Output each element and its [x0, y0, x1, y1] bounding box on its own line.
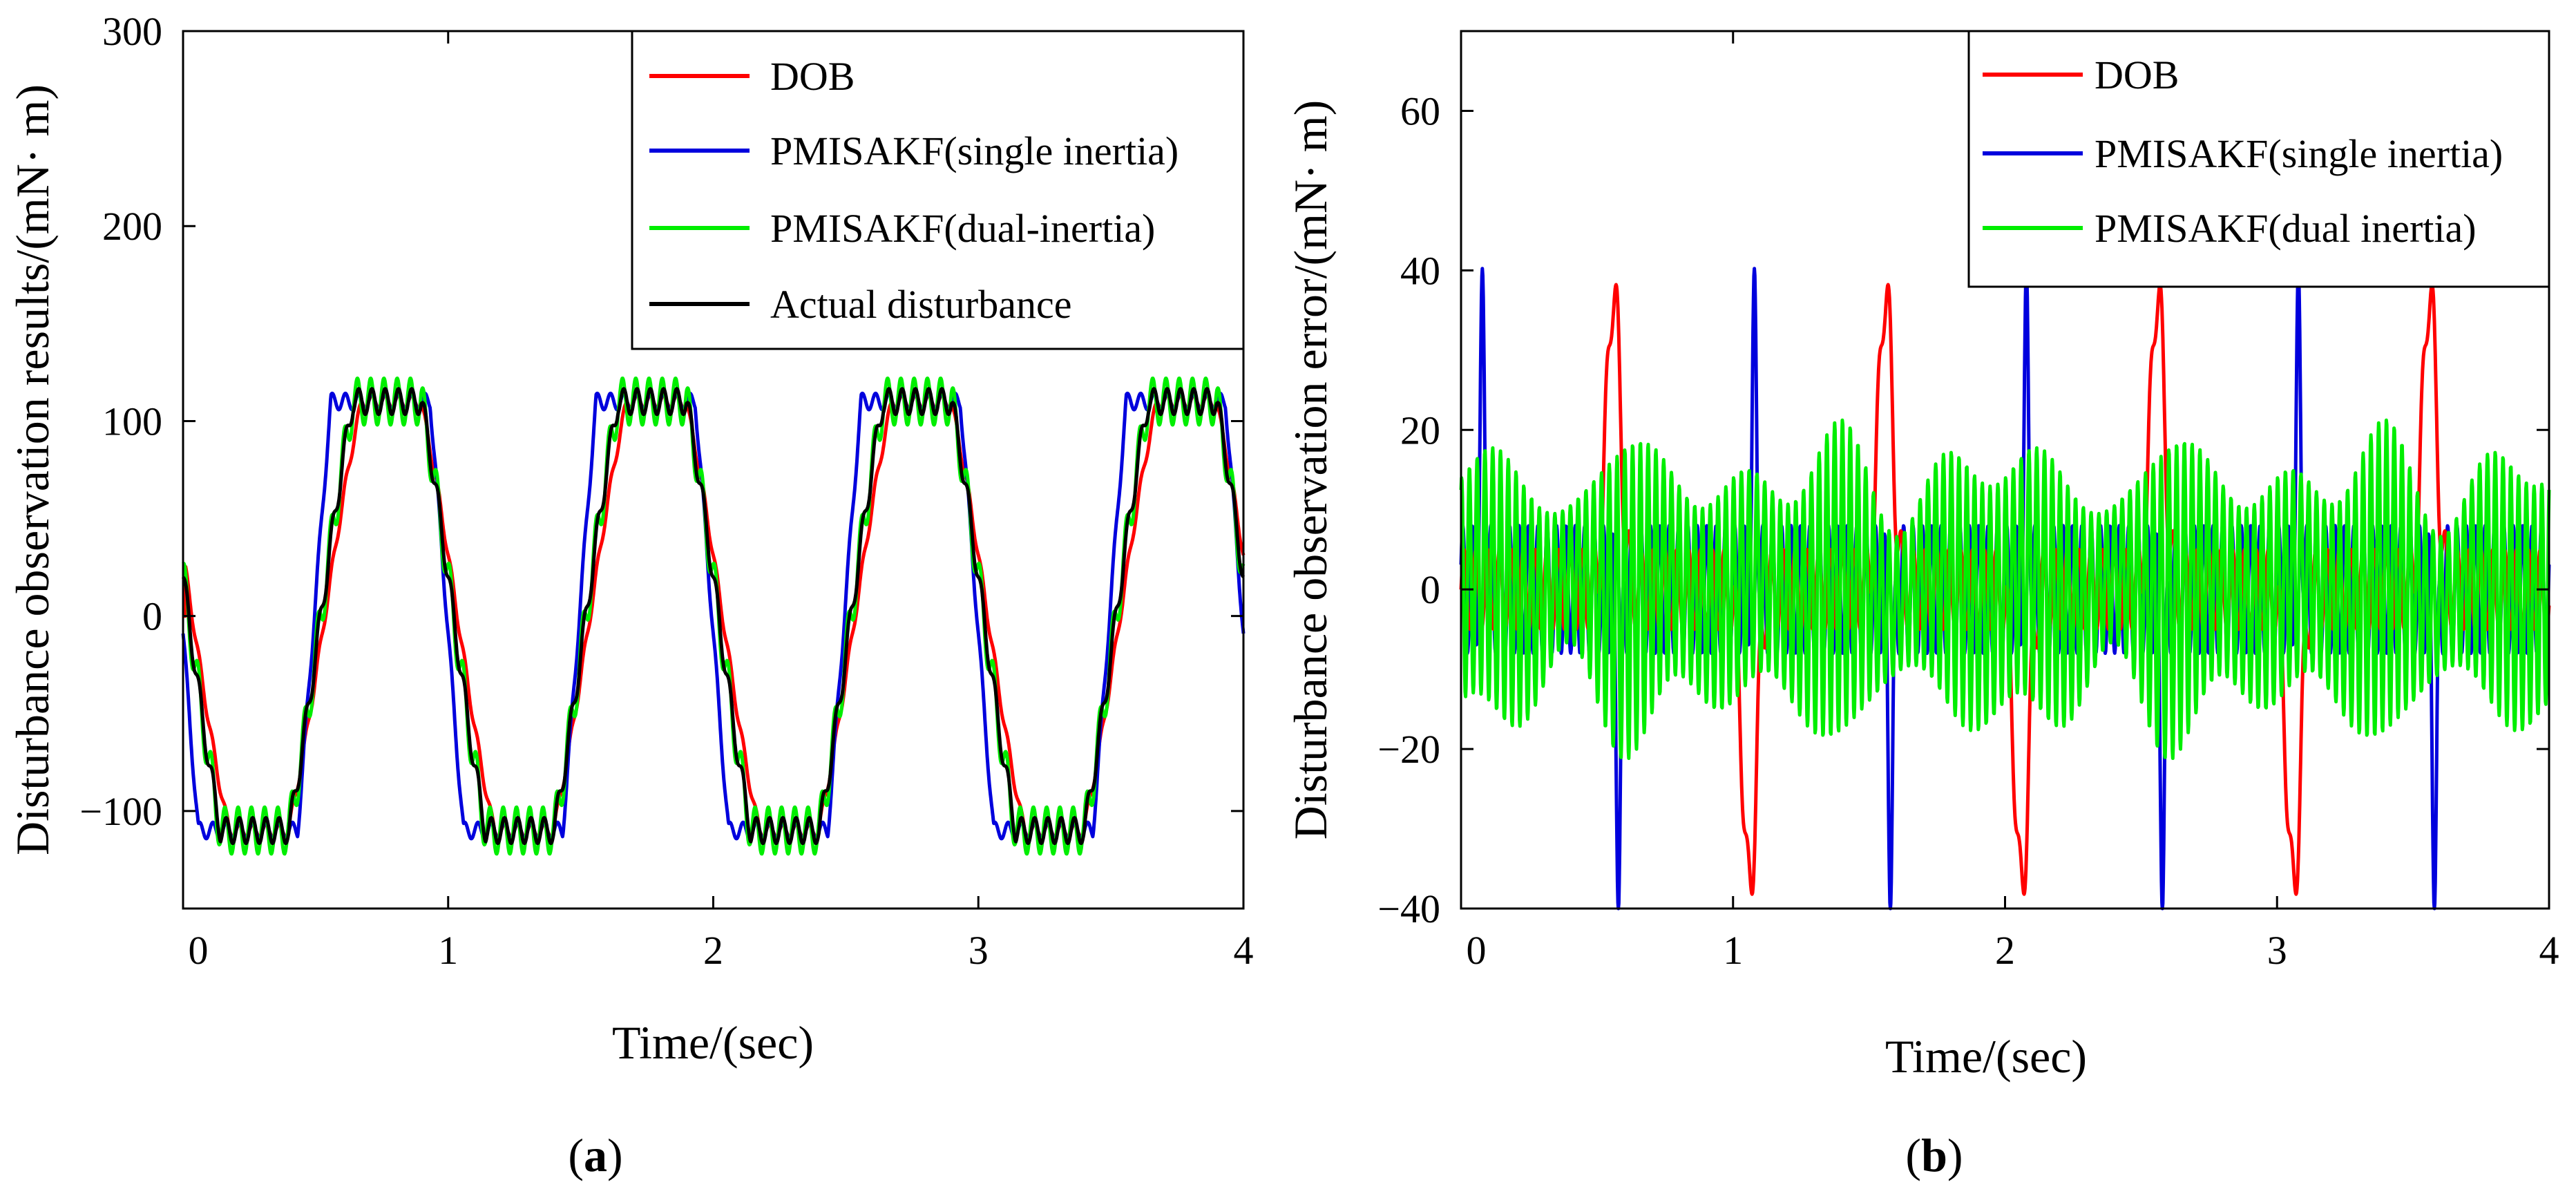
chart-a-x-tick-label: 1	[438, 928, 458, 973]
chart-b-y-tick-label: 40	[1400, 248, 1440, 293]
chart-a-panel-label: (a)	[568, 1129, 622, 1181]
chart-b-x-tick-label: 2	[1995, 928, 2015, 973]
chart-b-x-axis-label: Time/(sec)	[1885, 1030, 2087, 1083]
chart-a-legend-label-single: PMISAKF(single inertia)	[770, 129, 1179, 173]
chart-b-legend-label-dob: DOB	[2095, 53, 2179, 97]
chart-b-x-tick-label: 3	[2267, 928, 2287, 973]
chart-b-series-group	[1459, 267, 2551, 911]
chart-a-ticks: 0 1 2 3 4 −100 0 100 200 300	[79, 9, 1253, 973]
chart-b: 0 1 2 3 4 −40 −20 0 20 40 60 Time/(sec) Disturbanc…	[1284, 30, 2559, 1181]
chart-b-y-tick-label: −20	[1377, 727, 1440, 772]
chart-a-y-tick-label: −100	[79, 789, 162, 834]
chart-b-y-tick-label: 0	[1420, 567, 1440, 612]
chart-a-panel-letter: a	[584, 1129, 607, 1181]
chart-a-x-tick-label: 3	[969, 928, 989, 973]
chart-a-x-tick-label: 4	[1234, 928, 1254, 973]
chart-a-series-group	[181, 377, 1246, 856]
chart-a-x-tick-label: 0	[189, 928, 209, 973]
chart-a-x-tick-label: 2	[703, 928, 723, 973]
chart-b-panel-letter: b	[1921, 1129, 1947, 1181]
chart-a-y-tick-label: 0	[142, 594, 162, 639]
chart-a-y-tick-label: 300	[102, 9, 162, 54]
chart-b-panel-label: (b)	[1905, 1129, 1963, 1181]
chart-a-legend-label-dob: DOB	[770, 54, 855, 99]
chart-b-series-line-dual	[1459, 418, 2551, 760]
chart-b-y-tick-label: 20	[1400, 408, 1440, 453]
chart-a-legend-label-actual: Actual disturbance	[770, 282, 1071, 327]
chart-a-legend: DOB PMISAKF(single inertia) PMISAKF(dual…	[631, 30, 1245, 350]
chart-b-x-tick-label: 1	[1723, 928, 1743, 973]
chart-b-y-tick-label: −40	[1377, 886, 1440, 931]
chart-b-ticks: 0 1 2 3 4 −40 −20 0 20 40 60	[1377, 31, 2559, 973]
chart-a-y-tick-label: 100	[102, 399, 162, 444]
chart-a-y-tick-label: 200	[102, 204, 162, 249]
chart-a-x-axis-label: Time/(sec)	[612, 1016, 814, 1069]
chart-b-y-axis-label: Disturbance observation error/(mN· m)	[1284, 100, 1337, 840]
chart-a: 0 1 2 3 4 −100 0 100 200 300 Time/(sec) Disturban…	[6, 9, 1254, 1181]
chart-b-legend-label-single: PMISAKF(single inertia)	[2095, 131, 2503, 176]
chart-a-legend-label-dual: PMISAKF(dual-inertia)	[770, 206, 1155, 251]
chart-b-x-tick-label: 4	[2539, 928, 2559, 973]
chart-a-series-line-actual	[181, 387, 1246, 846]
chart-b-legend-label-dual: PMISAKF(dual inertia)	[2095, 206, 2477, 251]
chart-a-y-axis-label: Disturbance observation results/(mN· m)	[6, 84, 59, 855]
chart-b-y-tick-label: 60	[1400, 88, 1440, 133]
chart-b-x-tick-label: 0	[1467, 928, 1487, 973]
chart-a-legend-box	[631, 30, 1245, 350]
chart-b-legend: DOB PMISAKF(single inertia) PMISAKF(dual…	[1967, 30, 2550, 288]
